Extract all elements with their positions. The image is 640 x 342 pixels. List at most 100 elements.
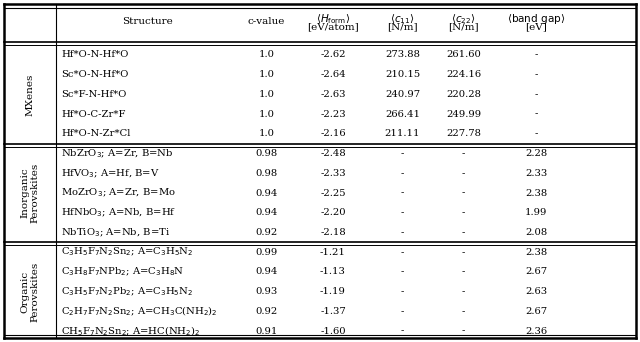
Text: 0.93: 0.93 — [255, 287, 277, 296]
Text: 1.0: 1.0 — [259, 70, 275, 79]
Text: [eV]: [eV] — [525, 23, 547, 31]
Text: -: - — [401, 188, 404, 197]
Text: 224.16: 224.16 — [446, 70, 481, 79]
Text: 261.60: 261.60 — [446, 50, 481, 60]
Text: 220.28: 220.28 — [446, 90, 481, 99]
Text: -1.19: -1.19 — [320, 287, 346, 296]
Text: 0.91: 0.91 — [255, 327, 277, 336]
Text: -: - — [401, 248, 404, 257]
Text: Organic
Perovskites: Organic Perovskites — [20, 262, 40, 322]
Text: -: - — [462, 307, 465, 316]
Text: -: - — [401, 208, 404, 217]
Text: 2.08: 2.08 — [525, 228, 547, 237]
Text: -2.62: -2.62 — [320, 50, 346, 60]
Text: 273.88: 273.88 — [385, 50, 420, 60]
Text: NbZrO$_3$; A=Zr, B=Nb: NbZrO$_3$; A=Zr, B=Nb — [61, 147, 173, 160]
Text: 0.94: 0.94 — [255, 267, 277, 276]
Text: 0.94: 0.94 — [255, 188, 277, 197]
Text: 2.38: 2.38 — [525, 188, 547, 197]
Text: C$_3$H$_5$F$_7$N$_2$Sn$_2$; A=C$_3$H$_5$N$_2$: C$_3$H$_5$F$_7$N$_2$Sn$_2$; A=C$_3$H$_5$… — [61, 246, 193, 259]
Text: 2.36: 2.36 — [525, 327, 547, 336]
Text: 2.38: 2.38 — [525, 248, 547, 257]
Text: -: - — [534, 109, 538, 119]
Text: -: - — [401, 228, 404, 237]
Text: -1.13: -1.13 — [320, 267, 346, 276]
Text: Inorganic
Perovskites: Inorganic Perovskites — [20, 163, 40, 223]
Text: 2.28: 2.28 — [525, 149, 547, 158]
Text: -2.23: -2.23 — [320, 109, 346, 119]
Text: -: - — [401, 267, 404, 276]
Text: -: - — [401, 327, 404, 336]
Text: $\langle c_{22}\rangle$: $\langle c_{22}\rangle$ — [451, 12, 476, 26]
Text: 0.98: 0.98 — [255, 149, 277, 158]
Text: 249.99: 249.99 — [446, 109, 481, 119]
Text: Sc*F-N-Hf*O: Sc*F-N-Hf*O — [61, 90, 126, 99]
Text: NbTiO$_3$; A=Nb, B=Ti: NbTiO$_3$; A=Nb, B=Ti — [61, 226, 170, 239]
Text: [N/m]: [N/m] — [448, 23, 479, 31]
Text: [eV/atom]: [eV/atom] — [307, 23, 359, 31]
Text: -2.18: -2.18 — [320, 228, 346, 237]
Text: 2.33: 2.33 — [525, 169, 547, 178]
Text: -: - — [401, 287, 404, 296]
Text: Structure: Structure — [122, 17, 173, 26]
Text: 1.0: 1.0 — [259, 50, 275, 60]
Text: -: - — [462, 248, 465, 257]
Text: $\langle\mathrm{band\ gap}\rangle$: $\langle\mathrm{band\ gap}\rangle$ — [507, 12, 565, 26]
Text: $\langle c_{11}\rangle$: $\langle c_{11}\rangle$ — [390, 12, 415, 26]
Text: Hf*O-N-Zr*Cl: Hf*O-N-Zr*Cl — [61, 129, 131, 138]
Text: -: - — [401, 149, 404, 158]
Text: -: - — [462, 287, 465, 296]
Text: Hf*O-N-Hf*O: Hf*O-N-Hf*O — [61, 50, 129, 60]
Text: -2.25: -2.25 — [320, 188, 346, 197]
Text: 227.78: 227.78 — [446, 129, 481, 138]
Text: -1.21: -1.21 — [320, 248, 346, 257]
Text: 2.63: 2.63 — [525, 287, 547, 296]
Text: 240.97: 240.97 — [385, 90, 420, 99]
Text: -: - — [462, 149, 465, 158]
Text: [N/m]: [N/m] — [387, 23, 418, 31]
Text: -: - — [534, 70, 538, 79]
Text: 0.98: 0.98 — [255, 169, 277, 178]
Text: 1.0: 1.0 — [259, 129, 275, 138]
Text: -: - — [401, 307, 404, 316]
Text: -2.64: -2.64 — [320, 70, 346, 79]
Text: 1.0: 1.0 — [259, 90, 275, 99]
Text: -: - — [534, 129, 538, 138]
Text: -2.63: -2.63 — [320, 90, 346, 99]
Text: -2.33: -2.33 — [320, 169, 346, 178]
Text: 1.99: 1.99 — [525, 208, 547, 217]
Text: -: - — [534, 90, 538, 99]
Text: 210.15: 210.15 — [385, 70, 420, 79]
Text: C$_3$H$_8$F$_7$NPb$_2$; A=C$_3$H$_8$N: C$_3$H$_8$F$_7$NPb$_2$; A=C$_3$H$_8$N — [61, 266, 184, 278]
Text: HfVO$_3$; A=Hf, B=V: HfVO$_3$; A=Hf, B=V — [61, 167, 160, 180]
Text: -: - — [462, 327, 465, 336]
Text: -: - — [462, 169, 465, 178]
Text: 266.41: 266.41 — [385, 109, 420, 119]
Text: -: - — [401, 169, 404, 178]
Text: -: - — [462, 188, 465, 197]
Text: c-value: c-value — [248, 17, 285, 26]
Text: MoZrO$_3$; A=Zr, B=Mo: MoZrO$_3$; A=Zr, B=Mo — [61, 187, 176, 199]
Text: -1.60: -1.60 — [320, 327, 346, 336]
Text: 2.67: 2.67 — [525, 267, 547, 276]
Text: 0.92: 0.92 — [255, 307, 277, 316]
Text: C$_3$H$_5$F$_7$N$_2$Pb$_2$; A=C$_3$H$_5$N$_2$: C$_3$H$_5$F$_7$N$_2$Pb$_2$; A=C$_3$H$_5$… — [61, 285, 193, 298]
Text: C$_2$H$_7$F$_7$N$_2$Sn$_2$; A=CH$_3$C(NH$_2$)$_2$: C$_2$H$_7$F$_7$N$_2$Sn$_2$; A=CH$_3$C(NH… — [61, 305, 218, 318]
Text: -1.37: -1.37 — [320, 307, 346, 316]
Text: 0.99: 0.99 — [255, 248, 277, 257]
Text: Hf*O-C-Zr*F: Hf*O-C-Zr*F — [61, 109, 125, 119]
Text: -: - — [462, 267, 465, 276]
Text: 2.67: 2.67 — [525, 307, 547, 316]
Text: -2.48: -2.48 — [320, 149, 346, 158]
Text: MXenes: MXenes — [26, 73, 35, 116]
Text: CH$_5$F$_7$N$_2$Sn$_2$; A=HC(NH$_2$)$_2$: CH$_5$F$_7$N$_2$Sn$_2$; A=HC(NH$_2$)$_2$ — [61, 324, 200, 338]
Text: -: - — [462, 228, 465, 237]
Text: -: - — [462, 208, 465, 217]
Text: 0.92: 0.92 — [255, 228, 277, 237]
Text: -: - — [534, 50, 538, 60]
Text: 0.94: 0.94 — [255, 208, 277, 217]
Text: HfNbO$_3$; A=Nb, B=Hf: HfNbO$_3$; A=Nb, B=Hf — [61, 207, 176, 219]
Text: $\langle H_{\mathrm{form}}\rangle$: $\langle H_{\mathrm{form}}\rangle$ — [316, 12, 350, 26]
Text: 1.0: 1.0 — [259, 109, 275, 119]
Text: -2.20: -2.20 — [320, 208, 346, 217]
